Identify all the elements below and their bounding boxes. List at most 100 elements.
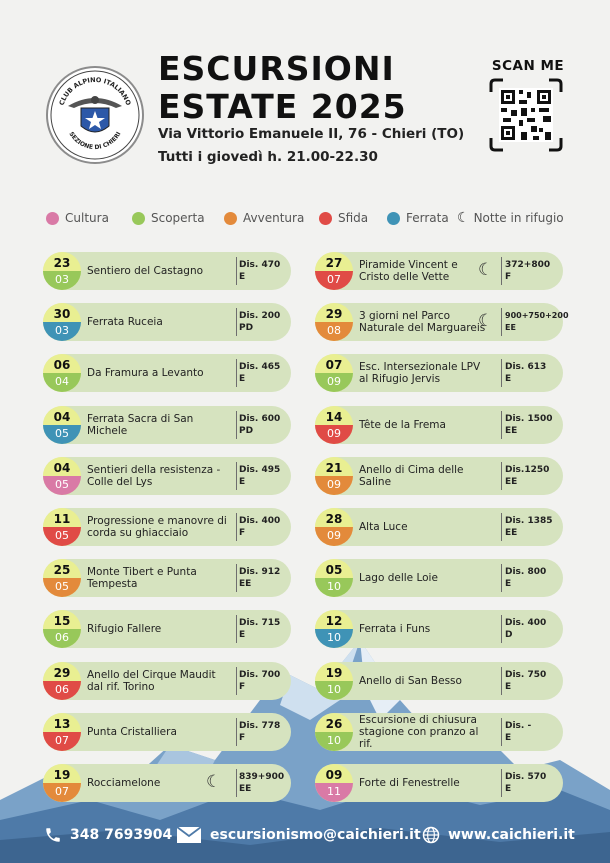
event-day: 12 — [325, 614, 343, 629]
event-name: Monte Tibert e Punta Tempesta — [87, 566, 197, 591]
event-day: 11 — [53, 511, 71, 526]
event-grade: PD — [239, 425, 254, 436]
event-name: Punta Cristalliera — [87, 725, 177, 738]
date-badge: 27 07 — [315, 252, 353, 290]
date-badge-category-color — [315, 322, 353, 342]
card-divider — [236, 768, 237, 797]
date-badge-category-color — [43, 271, 81, 290]
event-month: 05 — [55, 477, 69, 491]
title-line-2: ESTATE 2025 — [158, 87, 407, 126]
globe-icon — [422, 826, 440, 844]
legend-label: Ferrata — [406, 211, 449, 225]
legend-item-notte-in-rifugio: ☾ Notte in rifugio — [457, 208, 564, 228]
event-elevation: Dis. 400 — [239, 515, 281, 526]
phone-contact[interactable]: 348 7693904 — [44, 824, 172, 846]
event-month: 05 — [55, 426, 69, 440]
website-link[interactable]: www.caichieri.it — [422, 824, 575, 846]
event-grade: EE — [505, 476, 518, 487]
card-divider — [501, 359, 502, 388]
legend-dot — [132, 211, 145, 225]
event-elevation: Dis. 715 — [239, 618, 281, 629]
date-badge-category-color — [43, 475, 81, 495]
date-badge-category-color — [315, 424, 353, 444]
event-name: Sentieri della resistenza - Colle del Ly… — [87, 463, 221, 488]
email-contact[interactable]: escursionismo@caichieri.it — [176, 824, 421, 846]
qr-code[interactable] — [489, 78, 563, 152]
legend-item-ferrata: Ferrata — [387, 208, 449, 228]
date-badge: 13 07 — [43, 712, 81, 751]
cai-logo: CLUB ALPINO ITALIANO SEZIONE DI CHIERI — [46, 66, 144, 164]
legend-item-avventura: Avventura — [224, 208, 304, 228]
date-badge-category-color — [315, 271, 353, 290]
event-card-background — [315, 763, 563, 802]
event-elevation: Dis. 470 — [239, 260, 281, 270]
legend-label: Avventura — [243, 211, 305, 225]
date-badge-category-color — [315, 680, 353, 700]
event-card: 26 10 Escursione di chiusura stagione con … — [315, 712, 563, 751]
event-elevation: Dis. 400 — [505, 618, 547, 629]
event-difficulty: Dis. -E — [505, 720, 531, 744]
card-divider — [236, 615, 237, 644]
logo-bottom-text: SEZIONE DI CHIERI — [67, 131, 122, 151]
date-badge: 23 03 — [43, 252, 81, 290]
event-day: 04 — [53, 460, 71, 475]
event-month: 07 — [327, 273, 341, 286]
event-card-background — [43, 456, 291, 495]
event-difficulty: Dis. 400 F — [239, 515, 280, 539]
event-day: 25 — [53, 563, 71, 578]
event-elevation: Dis.1250 — [505, 464, 550, 475]
event-card: 19 07 Rocciamelone ☾ 839+900 EE — [43, 763, 291, 802]
date-badge-category-color — [43, 526, 81, 546]
event-difficulty: Dis. 1500 EE — [505, 413, 553, 437]
date-badge: 14 09 — [315, 405, 353, 444]
event-day: 05 — [325, 563, 343, 578]
event-card-background — [43, 507, 291, 546]
event-month: 03 — [55, 273, 69, 286]
card-divider — [501, 410, 502, 439]
event-card: 09 11 Forte di Fenestrelle Dis. 570 E — [315, 763, 563, 802]
event-card-background — [315, 354, 563, 393]
event-card-background — [315, 507, 563, 546]
moon-stars-icon: ☾ — [206, 771, 222, 792]
event-card-background — [43, 610, 291, 649]
event-name: Anello di San Besso — [359, 674, 462, 687]
event-elevation: Dis. 570 — [505, 771, 547, 782]
event-card: 11 05 Progressione e manovre di corda su g… — [43, 507, 291, 546]
legend-label: Scoperta — [151, 211, 205, 225]
event-grade: EE — [505, 425, 518, 436]
event-day: 21 — [325, 460, 343, 475]
svg-text:CLUB ALPINO ITALIANO: CLUB ALPINO ITALIANO — [58, 76, 133, 107]
event-elevation: Dis. 613 — [505, 362, 547, 373]
event-difficulty: Dis. 912 EE — [239, 566, 280, 590]
card-divider — [501, 666, 502, 695]
event-card-background — [43, 712, 291, 751]
date-badge: 09 11 — [315, 763, 353, 802]
event-card-background — [315, 405, 563, 444]
date-badge: 29 08 — [315, 303, 353, 342]
date-badge-category-color — [315, 373, 353, 393]
event-card-background — [43, 405, 291, 444]
event-card: 19 10 Anello di San Besso Dis. 750 E — [315, 661, 563, 700]
event-elevation: 372+800 — [505, 260, 551, 270]
event-name: Rifugio Fallere — [87, 623, 162, 636]
event-day: 26 — [325, 716, 343, 731]
event-name: Alta Luce — [359, 520, 408, 533]
event-card-background — [43, 661, 291, 700]
event-elevation: Dis. 200 — [239, 311, 281, 322]
event-month: 09 — [327, 375, 341, 389]
event-card-background — [43, 252, 291, 290]
date-badge: 07 09 — [315, 354, 353, 393]
date-badge-category-color — [43, 782, 81, 802]
date-badge: 15 06 — [43, 610, 81, 649]
qr-code-icon — [489, 78, 563, 152]
event-difficulty: Dis. 570 E — [505, 771, 546, 795]
event-card: 27 07 Piramide Vincent e Cristo delle Vett… — [315, 252, 563, 290]
event-grade: E — [505, 783, 512, 794]
event-day: 09 — [325, 767, 343, 782]
event-name: Lago delle Loie — [359, 572, 438, 585]
event-day: 15 — [53, 614, 71, 629]
card-divider — [236, 461, 237, 490]
event-month: 07 — [55, 784, 69, 798]
event-name: Rocciamelone — [87, 776, 161, 789]
scan-me-label: SCAN ME — [491, 58, 565, 74]
